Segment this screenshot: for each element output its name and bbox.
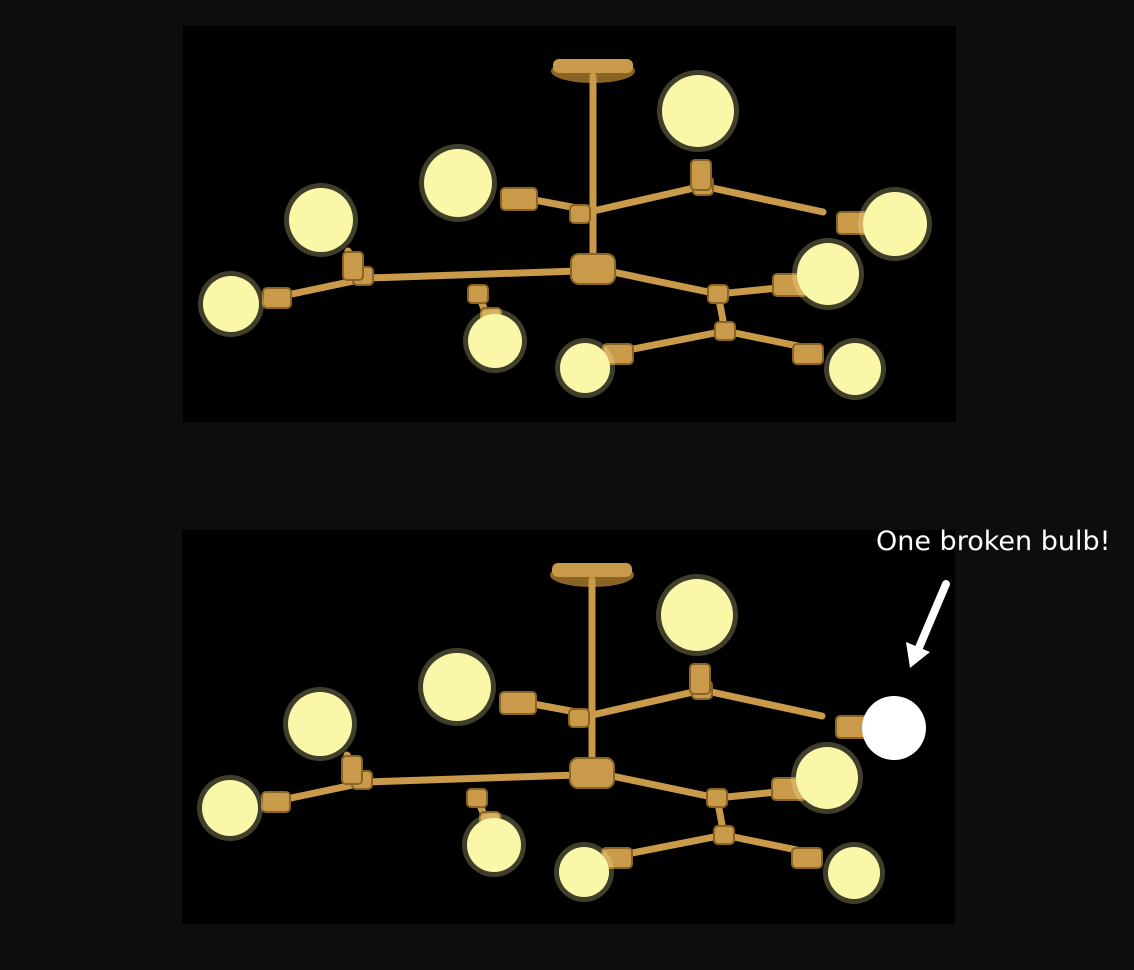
bulb-upper-left xyxy=(424,149,492,217)
bulb-socket xyxy=(689,663,711,695)
broken-bulb-annotation: One broken bulb! xyxy=(876,526,1111,557)
bulb-socket xyxy=(500,187,538,211)
bulb-upper-right-broken xyxy=(862,696,926,760)
bulb-left-low xyxy=(202,780,258,836)
brass-arm xyxy=(619,327,729,355)
arm-joint xyxy=(467,284,489,304)
brass-arm xyxy=(618,831,728,859)
brass-arm xyxy=(720,831,801,854)
arm-joint xyxy=(706,788,728,808)
bulb-right-mid xyxy=(797,243,859,305)
bulb-upper-right xyxy=(863,192,927,256)
bulb-bottom-right xyxy=(828,847,880,899)
brass-arm xyxy=(364,267,582,282)
bulb-socket xyxy=(341,755,363,785)
brass-arm xyxy=(721,327,802,350)
bulb-socket xyxy=(342,251,364,281)
chandelier-image-bottom xyxy=(182,530,955,924)
ceiling-canopy xyxy=(553,59,633,73)
bulb-socket xyxy=(262,287,292,309)
bulb-center-low xyxy=(467,818,521,872)
arm-joint xyxy=(568,708,590,728)
bulb-socket xyxy=(690,159,712,191)
brass-arm xyxy=(575,686,706,722)
chandelier-top-svg xyxy=(198,59,932,400)
bulb-top-center xyxy=(661,579,733,651)
arm-joint xyxy=(569,204,591,224)
bulb-top-center xyxy=(662,75,734,147)
bulb-bottom-center xyxy=(560,343,610,393)
bulb-left-low xyxy=(203,276,259,332)
bulb-socket xyxy=(261,791,291,813)
brass-arm xyxy=(699,182,827,216)
ceiling-canopy xyxy=(552,563,632,577)
bulb-upper-left xyxy=(423,653,491,721)
chandelier-image-top xyxy=(183,26,956,422)
arrow-icon xyxy=(906,580,950,668)
brass-arm xyxy=(363,771,581,786)
arm-joint xyxy=(707,284,729,304)
bulb-socket xyxy=(792,343,824,365)
center-hub xyxy=(569,757,615,789)
arm-joint xyxy=(713,825,735,845)
bulb-center-low xyxy=(468,314,522,368)
bulb-left-high xyxy=(288,692,352,756)
bulb-bottom-center xyxy=(559,847,609,897)
arm-joint xyxy=(714,321,736,341)
bulb-bottom-right xyxy=(829,343,881,395)
brass-arm xyxy=(603,771,721,802)
brass-arm xyxy=(698,686,826,720)
arm-joint xyxy=(466,788,488,808)
bulb-socket xyxy=(499,691,537,715)
chandelier-all-lit xyxy=(198,59,932,400)
brass-arm xyxy=(576,182,707,218)
center-hub xyxy=(570,253,616,285)
bulb-right-mid xyxy=(796,747,858,809)
chandelier-bottom-svg xyxy=(197,563,926,904)
bulb-left-high xyxy=(289,188,353,252)
bulb-socket xyxy=(791,847,823,869)
brass-arm xyxy=(604,267,722,298)
chandelier-one-broken xyxy=(197,563,926,904)
